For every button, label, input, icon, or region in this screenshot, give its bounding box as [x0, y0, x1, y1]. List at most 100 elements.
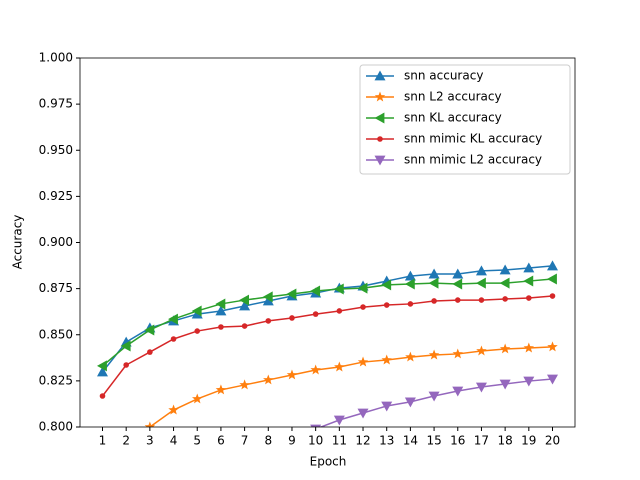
x-tick-label: 17: [474, 434, 489, 448]
data-point: [147, 349, 153, 355]
data-point: [523, 376, 535, 387]
data-point: [336, 308, 343, 314]
data-point: [431, 298, 437, 304]
x-tick-label: 7: [241, 434, 249, 448]
x-tick-label: 9: [288, 434, 296, 448]
axes-frame: [79, 57, 576, 428]
y-tick-label: 0.875: [39, 281, 73, 295]
data-point: [499, 264, 511, 275]
y-tick-label: 0.850: [39, 327, 73, 341]
data-point: [475, 265, 487, 276]
data-point: [99, 393, 106, 399]
data-point: [218, 324, 224, 330]
data-point: [170, 336, 177, 342]
data-point: [144, 421, 156, 427]
data-point: [144, 324, 155, 336]
data-point: [194, 328, 201, 334]
data-point: [215, 384, 227, 395]
legend: snn accuracy snn L2 accuracy snn KL accura…: [359, 64, 571, 175]
data-point: [452, 348, 463, 359]
x-tick-label: 8: [264, 434, 272, 448]
y-tick-label: 0.800: [39, 420, 73, 434]
x-tick-label: 16: [450, 434, 465, 448]
legend-label: snn mimic KL accuracy: [404, 132, 542, 146]
x-axis-label: Epoch: [310, 455, 347, 469]
data-point: [239, 379, 250, 390]
data-point: [286, 369, 298, 380]
data-point: [383, 302, 390, 308]
data-point: [215, 305, 227, 316]
data-point: [97, 360, 107, 372]
data-point: [475, 277, 486, 289]
data-point: [404, 397, 416, 408]
data-point: [357, 356, 369, 367]
data-point: [239, 300, 251, 311]
data-point: [289, 315, 295, 321]
y-tick-label: 0.825: [39, 373, 73, 387]
data-point: [547, 341, 558, 352]
data-point: [407, 301, 414, 307]
data-point: [547, 273, 557, 285]
legend-marker: [374, 112, 385, 124]
data-point: [120, 340, 131, 352]
data-point: [405, 351, 416, 362]
data-point: [499, 277, 510, 289]
data-point: [265, 318, 272, 324]
y-tick-label: 1.000: [39, 51, 73, 65]
y-tick-label: 0.975: [39, 97, 73, 111]
x-tick-label: 1: [99, 434, 107, 448]
legend-marker: [377, 136, 383, 142]
x-tick-label: 14: [403, 434, 418, 448]
series-line: [101, 295, 553, 397]
data-point: [334, 361, 345, 372]
data-point: [262, 291, 273, 303]
data-point: [499, 379, 511, 390]
data-point: [523, 342, 535, 353]
data-point: [452, 268, 464, 279]
data-point: [168, 313, 178, 325]
legend-label: snn accuracy: [404, 69, 483, 83]
data-point: [241, 323, 248, 329]
data-point: [404, 270, 416, 281]
legend-marker: [374, 155, 386, 166]
plot-area: [97, 260, 558, 427]
data-point: [428, 268, 440, 279]
legend-label: snn mimic L2 accuracy: [404, 153, 542, 167]
legend-marker: [374, 70, 386, 81]
legend-label: snn L2 accuracy: [404, 90, 502, 104]
data-point: [168, 404, 179, 415]
y-tick-label: 0.900: [39, 235, 73, 249]
data-point: [286, 288, 297, 300]
data-point: [381, 279, 392, 291]
data-point: [526, 295, 532, 301]
data-point: [476, 345, 487, 356]
x-tick-label: 11: [332, 434, 347, 448]
data-point: [333, 283, 344, 295]
x-tick-label: 10: [308, 434, 323, 448]
series-line: [149, 346, 553, 427]
data-point: [428, 349, 440, 360]
data-point: [381, 354, 392, 365]
data-point: [547, 260, 558, 271]
data-point: [310, 285, 321, 297]
x-tick-label: 13: [379, 434, 394, 448]
x-tick-label: 12: [355, 434, 370, 448]
data-point: [452, 386, 464, 397]
legend-marker: [374, 91, 386, 102]
x-tick-label: 20: [545, 434, 560, 448]
data-point: [262, 295, 274, 306]
y-tick-label: 0.950: [39, 143, 73, 157]
data-point: [239, 294, 250, 306]
x-tick-label: 4: [170, 434, 178, 448]
x-tick-label: 18: [497, 434, 512, 448]
x-tick-label: 15: [426, 434, 441, 448]
data-point: [404, 278, 415, 290]
data-point: [428, 277, 439, 289]
data-point: [428, 391, 440, 402]
data-point: [502, 296, 508, 302]
legend-box: [359, 64, 571, 175]
x-tick-label: 3: [146, 434, 154, 448]
data-point: [478, 297, 485, 303]
x-tick-label: 5: [193, 434, 201, 448]
